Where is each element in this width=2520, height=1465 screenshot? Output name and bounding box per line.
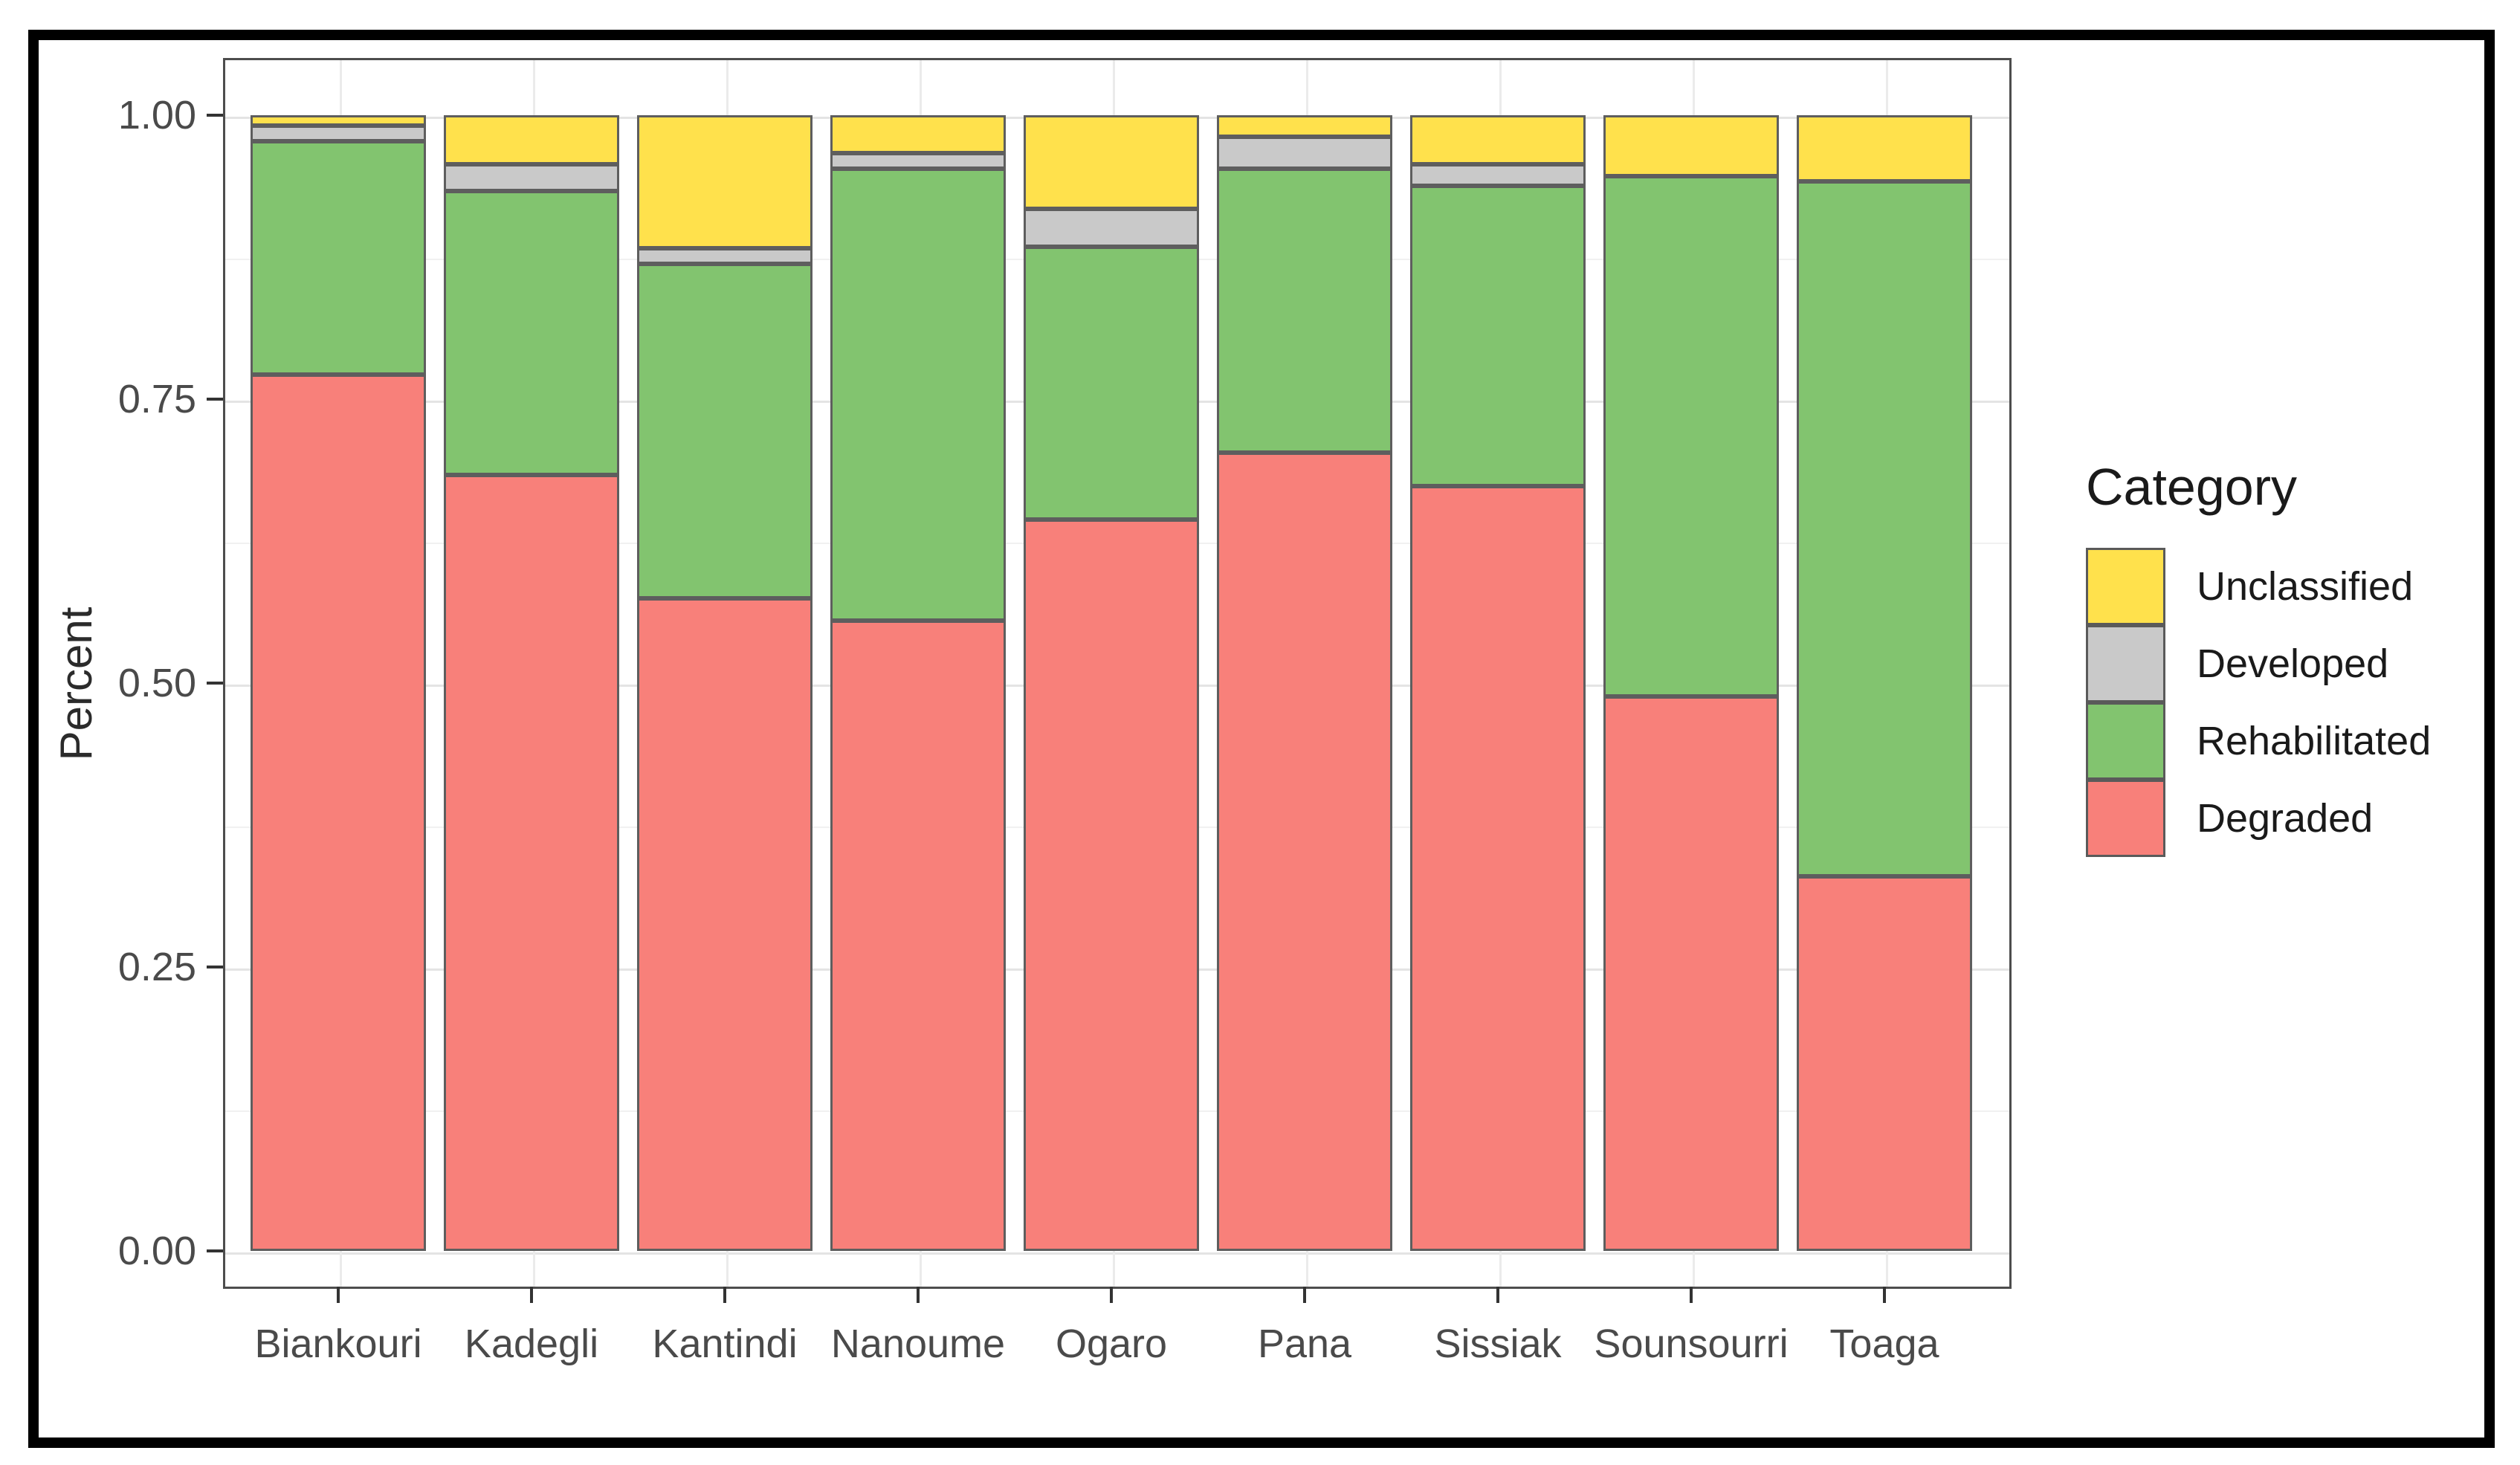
bar-ogaro <box>1024 115 1199 1251</box>
segment-unclassified-sissiak <box>1410 115 1586 165</box>
segment-degraded-ogaro <box>1024 520 1199 1251</box>
segment-rehabilitated-toaga <box>1797 181 1972 876</box>
bar-sounsourri <box>1603 115 1779 1251</box>
segment-rehabilitated-nanoume <box>830 169 1006 621</box>
bar-nanoume <box>830 115 1006 1251</box>
legend-swatch-degraded <box>2086 780 2165 857</box>
y-axis-tick <box>207 114 223 117</box>
y-tick-label: 0.50 <box>117 661 196 705</box>
segment-unclassified-biankouri <box>251 115 426 126</box>
y-axis-title: Percent <box>51 607 101 761</box>
bar-sissiak <box>1410 115 1586 1251</box>
segment-unclassified-pana <box>1217 115 1392 137</box>
bar-pana <box>1217 115 1392 1251</box>
legend-swatch-rehabilitated <box>2086 702 2165 780</box>
segment-rehabilitated-kadegli <box>444 191 619 476</box>
segment-rehabilitated-pana <box>1217 169 1392 453</box>
bar-toaga <box>1797 115 1972 1251</box>
y-axis-tick <box>207 966 223 968</box>
bar-kantindi <box>637 115 812 1251</box>
segment-degraded-sissiak <box>1410 486 1586 1251</box>
legend-label: Rehabilitated <box>2197 719 2432 763</box>
segment-unclassified-ogaro <box>1024 115 1199 210</box>
x-axis-tick <box>337 1287 340 1303</box>
legend-label: Unclassified <box>2197 564 2414 609</box>
segment-developed-ogaro <box>1024 209 1199 248</box>
segment-degraded-kadegli <box>444 475 619 1251</box>
x-axis-tick <box>530 1287 533 1303</box>
x-tick-label-kadegli: Kadegli <box>464 1322 599 1366</box>
segment-degraded-biankouri <box>251 374 426 1251</box>
x-axis-tick <box>1690 1287 1693 1303</box>
x-tick-label-ogaro: Ogaro <box>1055 1322 1168 1366</box>
x-tick-label-pana: Pana <box>1257 1322 1352 1366</box>
segment-rehabilitated-sounsourri <box>1603 175 1779 697</box>
x-tick-label-kantindi: Kantindi <box>652 1322 798 1366</box>
legend-swatch-developed <box>2086 625 2165 702</box>
segment-unclassified-sounsourri <box>1603 115 1779 176</box>
segment-unclassified-kantindi <box>637 115 812 248</box>
y-tick-label: 0.25 <box>117 945 196 989</box>
segment-unclassified-toaga <box>1797 115 1972 182</box>
segment-developed-kantindi <box>637 248 812 264</box>
y-tick-label: 1.00 <box>117 93 196 138</box>
x-tick-label-sounsourri: Sounsourri <box>1594 1322 1789 1366</box>
legend-label: Degraded <box>2197 796 2374 841</box>
legend-title: Category <box>2086 458 2298 516</box>
segment-developed-kadegli <box>444 164 619 192</box>
x-tick-label-sissiak: Sissiak <box>1434 1322 1562 1366</box>
x-axis-tick <box>1110 1287 1113 1303</box>
plot-panel <box>223 58 2012 1289</box>
y-axis-tick <box>207 1249 223 1252</box>
y-tick-label: 0.00 <box>117 1229 196 1273</box>
legend-swatch-unclassified <box>2086 548 2165 625</box>
legend-items: Unclassified Developed Rehabilitated Degrad… <box>2086 548 2431 857</box>
segment-unclassified-kadegli <box>444 115 619 165</box>
segment-developed-sissiak <box>1410 164 1586 186</box>
segment-developed-biankouri <box>251 125 426 141</box>
segment-degraded-toaga <box>1797 876 1972 1251</box>
segment-rehabilitated-kantindi <box>637 264 812 598</box>
bar-kadegli <box>444 115 619 1251</box>
x-tick-label-toaga: Toaga <box>1829 1322 1939 1366</box>
segment-degraded-sounsourri <box>1603 696 1779 1251</box>
bar-biankouri <box>251 115 426 1251</box>
segment-unclassified-nanoume <box>830 115 1006 154</box>
x-tick-label-biankouri: Biankouri <box>254 1322 422 1366</box>
x-tick-label-nanoume: Nanoume <box>830 1322 1006 1366</box>
y-axis-tick <box>207 398 223 401</box>
legend-label: Developed <box>2197 641 2389 686</box>
segment-degraded-pana <box>1217 453 1392 1251</box>
segment-developed-pana <box>1217 136 1392 169</box>
x-axis-tick <box>1303 1287 1306 1303</box>
x-axis-tick <box>1496 1287 1499 1303</box>
legend-item-rehabilitated: Rehabilitated <box>2086 702 2431 780</box>
segment-developed-nanoume <box>830 153 1006 169</box>
segment-rehabilitated-sissiak <box>1410 185 1586 487</box>
segment-degraded-nanoume <box>830 620 1006 1251</box>
legend-item-degraded: Degraded <box>2086 780 2431 857</box>
y-axis-tick <box>207 682 223 685</box>
legend-item-developed: Developed <box>2086 625 2431 702</box>
segment-degraded-kantindi <box>637 598 812 1251</box>
x-axis-tick <box>917 1287 920 1303</box>
segment-rehabilitated-ogaro <box>1024 247 1199 520</box>
segment-rehabilitated-biankouri <box>251 140 426 375</box>
legend-item-unclassified: Unclassified <box>2086 548 2431 625</box>
x-axis-tick <box>723 1287 726 1303</box>
gridline-major <box>225 1252 2009 1255</box>
x-axis-tick <box>1883 1287 1886 1303</box>
y-tick-label: 0.75 <box>117 377 196 421</box>
